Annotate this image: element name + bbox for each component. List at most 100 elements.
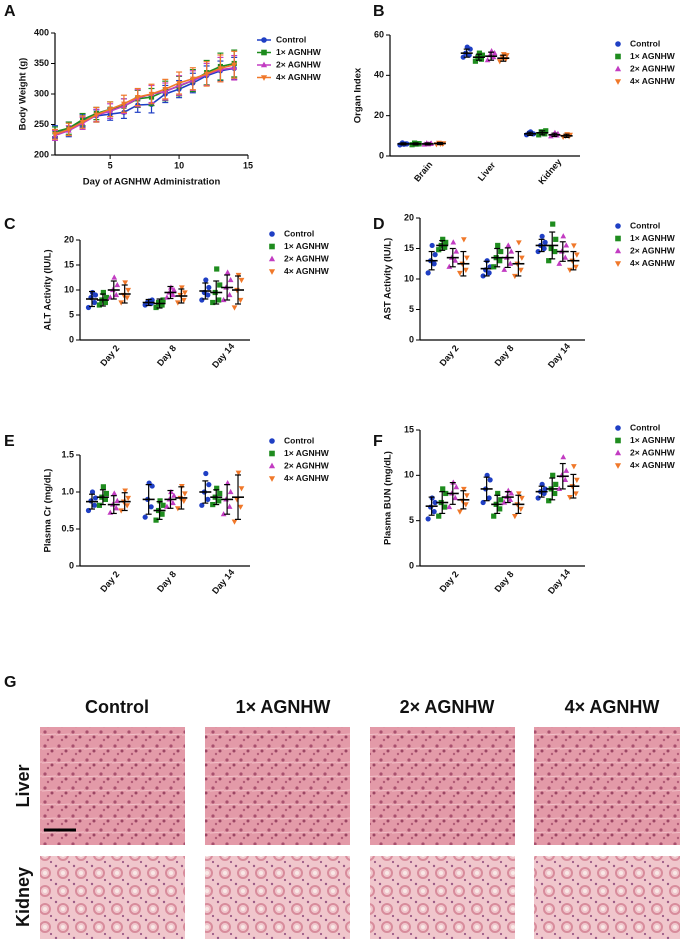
y-axis-label: AST Activity (IU/L) [383,238,394,321]
marker [560,233,567,239]
marker [516,240,522,246]
legend-marker [615,437,621,444]
marker [164,503,170,509]
marker [508,248,515,254]
marker [486,495,492,501]
marker [487,477,493,483]
marker [102,299,108,306]
marker [114,281,121,288]
marker [142,514,148,520]
marker [214,266,220,272]
legend-marker [268,462,276,469]
marker [181,491,188,497]
legend-label: 2× AGNHW [284,253,330,263]
y-tick-label: 15 [64,259,74,269]
y-tick-label: 10 [404,470,414,480]
marker [472,58,479,64]
marker [224,480,231,486]
marker [91,502,98,508]
marker [450,239,457,245]
marker [507,260,514,266]
legend-marker [615,223,621,229]
y-tick-label: 15 [404,243,414,253]
marker [539,233,545,239]
y-tick-label: 10 [404,273,414,283]
panel-label: A [4,3,16,20]
legend-label: 1× AGNHW [630,435,676,445]
marker [443,239,449,245]
marker [231,519,238,525]
legend-label: 1× AGNHW [630,51,676,61]
marker [226,503,233,509]
marker [214,485,220,491]
marker [176,80,182,87]
marker [573,491,579,497]
marker [567,267,573,273]
panel-label: G [4,674,16,691]
marker [486,270,492,276]
marker [92,495,99,501]
y-tick-label: 5 [409,515,414,525]
y-axis-label: ALT Activity (IU/L) [43,249,54,330]
marker [237,297,244,304]
legend-label: 4× AGNHW [276,72,322,82]
marker [496,59,503,65]
marker [220,296,227,303]
marker [231,62,238,68]
marker [507,496,514,502]
x-tick-label: Liver [476,160,498,183]
marker [519,255,525,261]
y-tick-label: 5 [69,309,74,319]
marker [464,255,470,261]
x-tick-label: Day 14 [546,341,572,370]
marker [556,260,563,266]
marker [234,497,240,503]
marker [189,76,196,82]
marker [452,494,459,501]
marker [476,50,483,56]
marker [235,470,242,476]
marker [553,236,559,242]
marker [111,490,118,496]
marker [446,263,453,269]
marker [495,242,501,249]
y-tick-label: 0 [379,150,384,160]
row-header: Kidney [13,867,33,927]
marker [203,470,209,477]
y-tick-label: 0.5 [61,523,74,533]
marker [217,282,223,288]
marker [432,252,438,258]
x-tick-label: 15 [243,160,253,170]
legend-marker [615,41,621,47]
marker [111,274,118,280]
legend-marker [269,438,275,444]
marker [199,502,205,508]
marker [160,502,166,508]
marker [440,236,446,242]
y-tick-label: 20 [64,234,74,244]
kidney-image [205,856,350,939]
marker [491,50,498,56]
marker [479,52,486,58]
legend-label: 2× AGNHW [630,245,676,255]
marker [159,511,165,517]
legend-label: 2× AGNHW [276,59,322,69]
legend-label: Control [630,38,660,48]
marker [571,243,577,249]
x-tick-label: Day 2 [437,343,460,368]
marker [548,245,554,252]
marker [518,506,524,512]
liver-image [370,727,515,845]
marker [429,242,435,249]
x-tick-label: Day 14 [546,567,572,596]
marker [501,266,508,272]
marker [442,244,448,250]
x-tick-label: 10 [174,160,184,170]
marker [121,101,127,107]
legend-marker [269,243,275,250]
x-tick-label: Day 8 [492,343,515,368]
column-header: 4× AGNHW [565,697,660,717]
y-tick-label: 300 [34,88,49,98]
x-tick-label: Day 8 [155,343,178,368]
marker [478,56,485,62]
